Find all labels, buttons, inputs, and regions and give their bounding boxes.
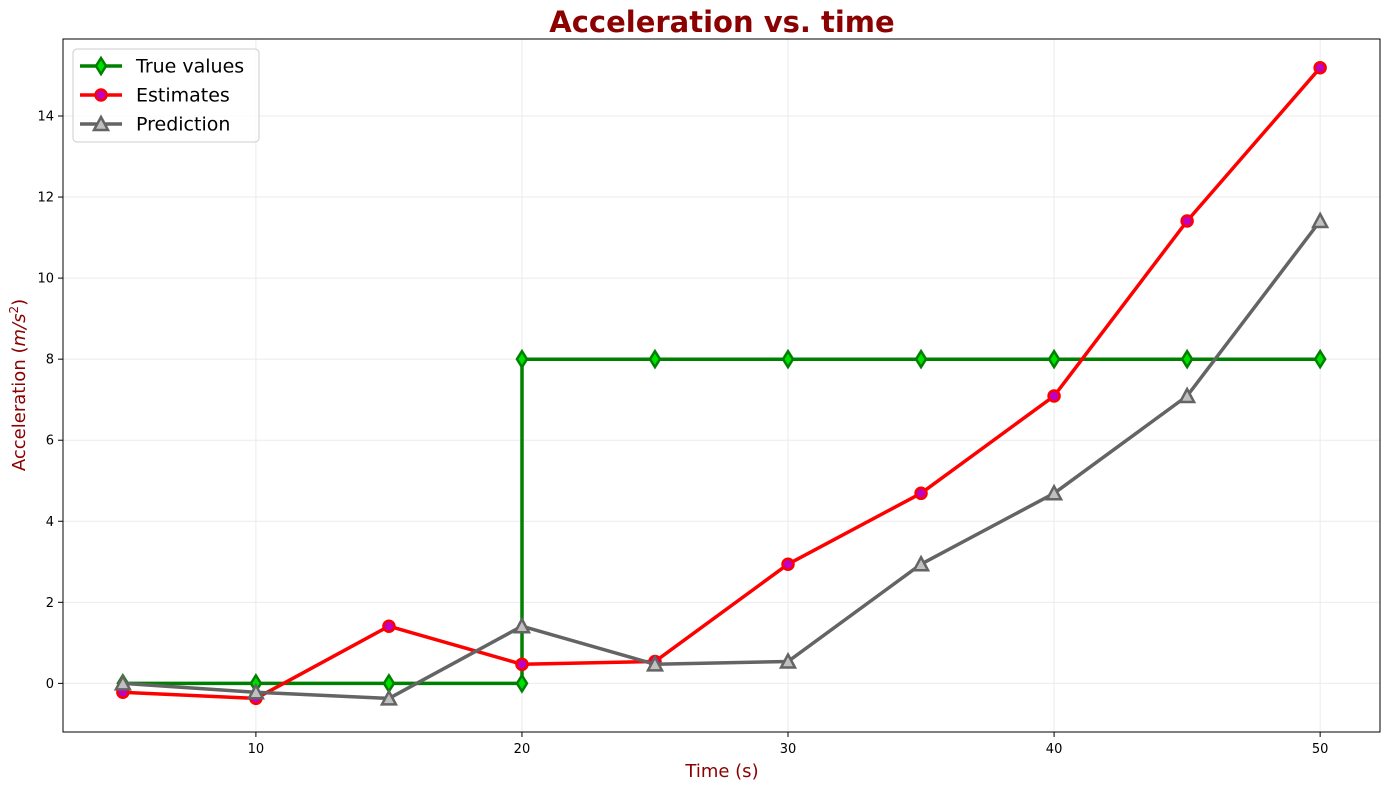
triangle-marker (379, 688, 399, 706)
circle-marker (1180, 214, 1194, 228)
circle-marker (781, 557, 795, 571)
triangle-marker (1311, 211, 1330, 229)
diamond-marker (1180, 348, 1194, 370)
legend: True values Estimates Prediction (72, 48, 260, 143)
legend-item-prediction: Prediction (80, 114, 230, 136)
series-estimates (116, 61, 1327, 706)
diamond-marker (1313, 348, 1327, 370)
chart-title: Acceleration vs. time (549, 5, 894, 39)
circle-marker (1313, 61, 1327, 75)
y-axis-label: Acceleration (m/s2) (7, 299, 30, 471)
diamond-marker (515, 348, 529, 370)
circle-marker (515, 657, 529, 672)
legend-circle-icon (94, 88, 108, 102)
triangle-marker (1044, 483, 1064, 501)
triangle-marker (911, 554, 931, 572)
legend-label: True values (135, 56, 244, 78)
x-tick-label: 50 (1312, 742, 1329, 757)
legend-item-estimates: Estimates (80, 85, 230, 107)
y-tick-label: 14 (37, 110, 54, 125)
circle-marker (914, 486, 928, 501)
series-line (122, 219, 1322, 701)
legend-box (72, 48, 260, 143)
circle-marker (382, 619, 396, 633)
triangle-marker (512, 616, 532, 634)
y-tick-label: 4 (46, 515, 54, 530)
y-tick-label: 10 (37, 272, 54, 287)
legend-diamond-icon (94, 55, 108, 77)
triangle-marker (246, 682, 265, 700)
diamond-marker (781, 348, 795, 370)
legend-label: Prediction (136, 114, 230, 136)
y-tick-label: 6 (46, 434, 54, 449)
y-tick-label: 2 (46, 596, 54, 611)
grid-lines (63, 39, 1380, 732)
diamond-marker (515, 673, 529, 694)
legend-triangle-icon (91, 114, 111, 132)
plot-series (113, 61, 1330, 706)
series-prediction (113, 211, 1330, 706)
diamond-marker (1047, 348, 1061, 370)
x-tick-label: 40 (1046, 742, 1063, 757)
circle-marker (1047, 389, 1061, 403)
y-axis-ticks: 0 2 4 6 8 10 12 14 (37, 110, 63, 692)
x-axis-label: Time (s) (684, 761, 758, 782)
legend-label: Estimates (136, 85, 230, 107)
x-tick-label: 20 (514, 742, 531, 757)
x-tick-label: 10 (248, 742, 265, 757)
y-tick-label: 12 (37, 191, 54, 206)
legend-item-true-values: True values (80, 56, 244, 78)
triangle-marker (113, 673, 132, 691)
triangle-marker (1178, 386, 1197, 404)
plot-area-frame (62, 38, 1381, 733)
x-axis-ticks: 10 20 30 40 50 (248, 732, 1329, 757)
triangle-marker (645, 654, 665, 672)
y-tick-label: 8 (46, 353, 54, 368)
triangle-marker (778, 651, 798, 669)
diamond-marker (914, 348, 928, 370)
diamond-marker (648, 348, 662, 370)
series-line (122, 66, 1322, 701)
y-tick-label: 0 (46, 677, 54, 692)
x-tick-label: 30 (780, 742, 797, 757)
